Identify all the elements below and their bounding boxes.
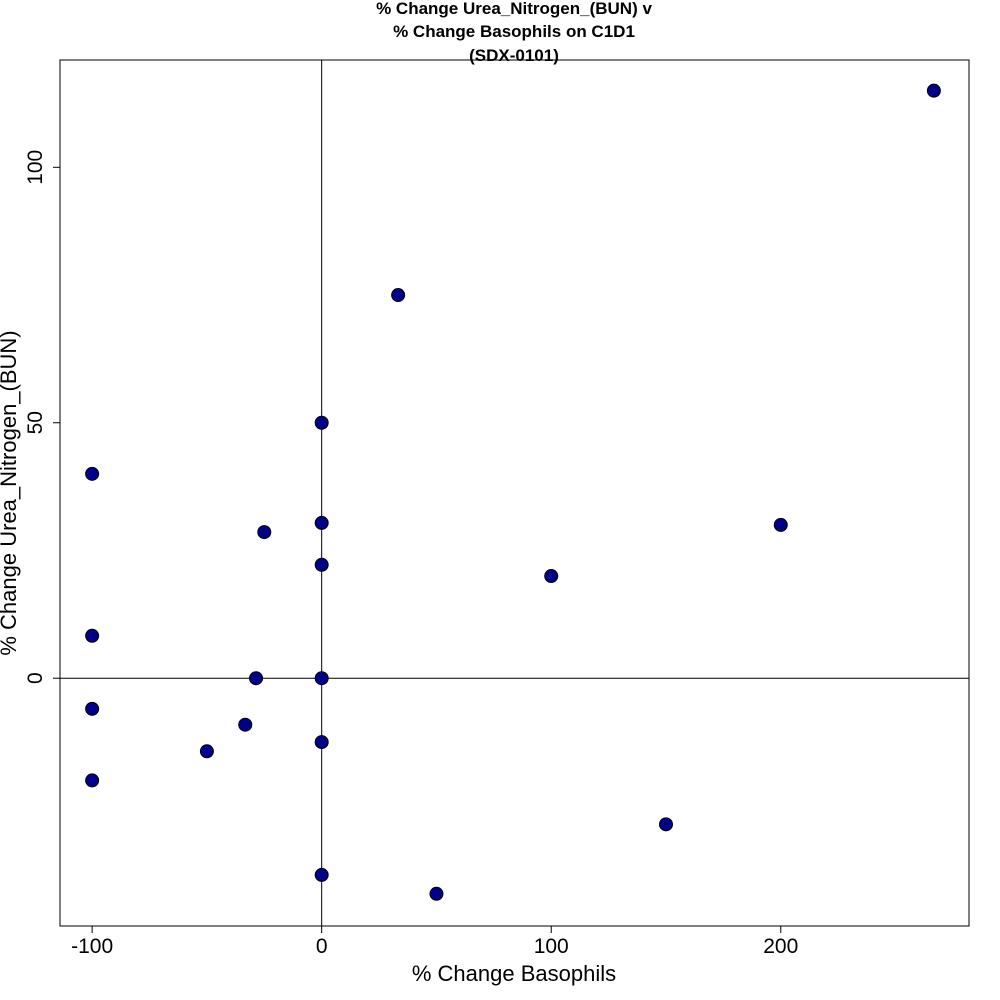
x-axis-label: % Change Basophils <box>412 961 616 986</box>
data-point <box>314 867 329 882</box>
x-tick-label: 0 <box>316 935 328 958</box>
x-axis: -100 0 100 200 <box>71 926 798 958</box>
x-tick-label: 100 <box>534 935 569 958</box>
data-points <box>85 83 941 901</box>
data-point <box>544 569 559 584</box>
data-point <box>659 817 673 832</box>
chart-title-line-3: (SDX-0101) <box>469 46 559 65</box>
x-tick-label: 200 <box>763 935 798 958</box>
data-point <box>249 671 264 686</box>
plot-frame <box>59 59 970 927</box>
data-point <box>391 288 406 303</box>
y-axis: 0 50 100 <box>24 150 60 684</box>
y-axis-label: % Change Urea_Nitrogen_(BUN) <box>0 330 21 655</box>
data-point <box>314 557 329 572</box>
chart-title-line-1: % Change Urea_Nitrogen_(BUN) v <box>376 0 652 18</box>
data-point <box>314 735 329 750</box>
data-point <box>238 717 253 732</box>
data-point <box>429 886 444 901</box>
data-point <box>314 671 329 686</box>
data-point <box>85 773 100 788</box>
x-tick-label: -100 <box>71 935 113 958</box>
y-tick-label: 100 <box>24 150 47 185</box>
y-tick-label: 0 <box>24 672 47 684</box>
data-point <box>773 517 788 532</box>
data-point <box>85 628 100 643</box>
chart-title-line-2: % Change Basophils on C1D1 <box>393 22 635 41</box>
data-point <box>199 744 214 759</box>
data-point <box>314 415 329 430</box>
data-point <box>85 466 100 481</box>
data-point <box>85 701 100 716</box>
data-point <box>257 525 272 540</box>
data-point <box>314 515 329 530</box>
reference-lines <box>60 60 969 926</box>
y-tick-label: 50 <box>24 411 47 434</box>
data-point <box>926 83 941 98</box>
